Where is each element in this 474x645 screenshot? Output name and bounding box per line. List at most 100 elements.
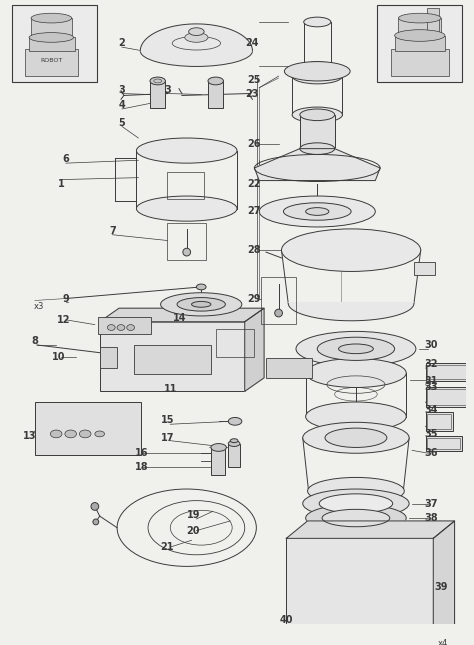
Text: 35: 35	[425, 429, 438, 439]
Text: 21: 21	[161, 542, 174, 552]
Ellipse shape	[395, 30, 445, 41]
Text: 20: 20	[187, 526, 200, 535]
Ellipse shape	[91, 502, 99, 510]
Text: 17: 17	[161, 433, 174, 442]
Ellipse shape	[319, 494, 392, 513]
Bar	[428, 438, 460, 450]
Bar	[391, 49, 449, 76]
Ellipse shape	[228, 417, 242, 425]
Ellipse shape	[303, 422, 409, 453]
Ellipse shape	[308, 477, 404, 504]
Ellipse shape	[300, 109, 335, 121]
Polygon shape	[288, 303, 414, 321]
Text: ROBOT: ROBOT	[40, 58, 63, 63]
Ellipse shape	[259, 196, 375, 227]
Polygon shape	[245, 308, 264, 392]
Ellipse shape	[31, 14, 72, 23]
Bar	[35, 402, 141, 455]
Ellipse shape	[283, 203, 351, 220]
Text: 14: 14	[173, 313, 187, 323]
Ellipse shape	[399, 14, 441, 23]
Text: 3: 3	[164, 84, 171, 95]
Ellipse shape	[177, 297, 226, 311]
Bar	[414, 262, 435, 275]
Text: 6: 6	[63, 154, 69, 164]
Ellipse shape	[300, 143, 335, 154]
Bar	[208, 81, 223, 108]
Ellipse shape	[304, 62, 331, 72]
Text: 5: 5	[118, 117, 125, 128]
Bar	[100, 347, 117, 368]
Bar	[426, 436, 462, 452]
Ellipse shape	[325, 428, 387, 448]
Bar	[426, 412, 453, 431]
Ellipse shape	[338, 344, 374, 353]
Text: 12: 12	[57, 315, 71, 325]
Bar	[211, 448, 226, 475]
Bar	[12, 5, 97, 82]
Ellipse shape	[306, 504, 406, 531]
Text: 22: 22	[247, 179, 261, 190]
Ellipse shape	[137, 138, 237, 163]
Ellipse shape	[282, 229, 421, 272]
Bar	[31, 18, 72, 37]
Ellipse shape	[189, 28, 204, 35]
Ellipse shape	[317, 337, 395, 361]
Text: 1: 1	[58, 179, 64, 190]
Polygon shape	[255, 148, 380, 181]
Polygon shape	[433, 521, 455, 645]
Bar	[377, 5, 462, 82]
Ellipse shape	[292, 68, 342, 84]
Text: 23: 23	[245, 88, 258, 99]
Text: 9: 9	[63, 293, 69, 304]
Text: 3: 3	[118, 84, 125, 95]
Ellipse shape	[65, 430, 76, 438]
Ellipse shape	[230, 439, 238, 442]
Text: 7: 7	[109, 226, 116, 236]
Ellipse shape	[140, 35, 253, 66]
Text: 37: 37	[425, 499, 438, 508]
Ellipse shape	[127, 324, 135, 330]
Ellipse shape	[292, 107, 342, 123]
Text: x3: x3	[34, 302, 44, 311]
Ellipse shape	[306, 208, 329, 215]
Ellipse shape	[211, 444, 227, 452]
Ellipse shape	[117, 324, 125, 330]
Bar	[428, 365, 474, 379]
Ellipse shape	[150, 77, 165, 85]
Text: 29: 29	[247, 293, 261, 304]
Ellipse shape	[79, 430, 91, 438]
Bar	[98, 317, 151, 334]
Bar	[150, 81, 165, 108]
Text: 28: 28	[247, 245, 261, 255]
Text: 15: 15	[161, 415, 174, 425]
Bar	[167, 172, 204, 199]
Text: 39: 39	[434, 582, 448, 591]
Text: 26: 26	[247, 139, 261, 149]
Text: 4: 4	[118, 100, 125, 110]
Bar	[426, 388, 472, 407]
Text: x4: x4	[438, 639, 448, 645]
Text: 33: 33	[425, 382, 438, 393]
Text: 30: 30	[425, 340, 438, 350]
Text: 10: 10	[52, 352, 66, 362]
Bar	[25, 49, 78, 76]
Text: 8: 8	[31, 336, 38, 346]
Ellipse shape	[275, 309, 283, 317]
Bar	[428, 8, 439, 33]
Ellipse shape	[50, 430, 62, 438]
Ellipse shape	[183, 248, 191, 256]
Text: 19: 19	[187, 510, 200, 520]
Bar	[395, 35, 445, 51]
Ellipse shape	[296, 332, 416, 366]
Text: 24: 24	[245, 38, 258, 48]
Ellipse shape	[304, 17, 331, 27]
Bar	[228, 444, 240, 467]
Bar	[286, 539, 433, 645]
Polygon shape	[286, 521, 455, 539]
Ellipse shape	[161, 293, 242, 316]
Polygon shape	[140, 24, 253, 51]
Ellipse shape	[95, 431, 105, 437]
Bar	[100, 322, 245, 392]
Ellipse shape	[208, 77, 223, 85]
